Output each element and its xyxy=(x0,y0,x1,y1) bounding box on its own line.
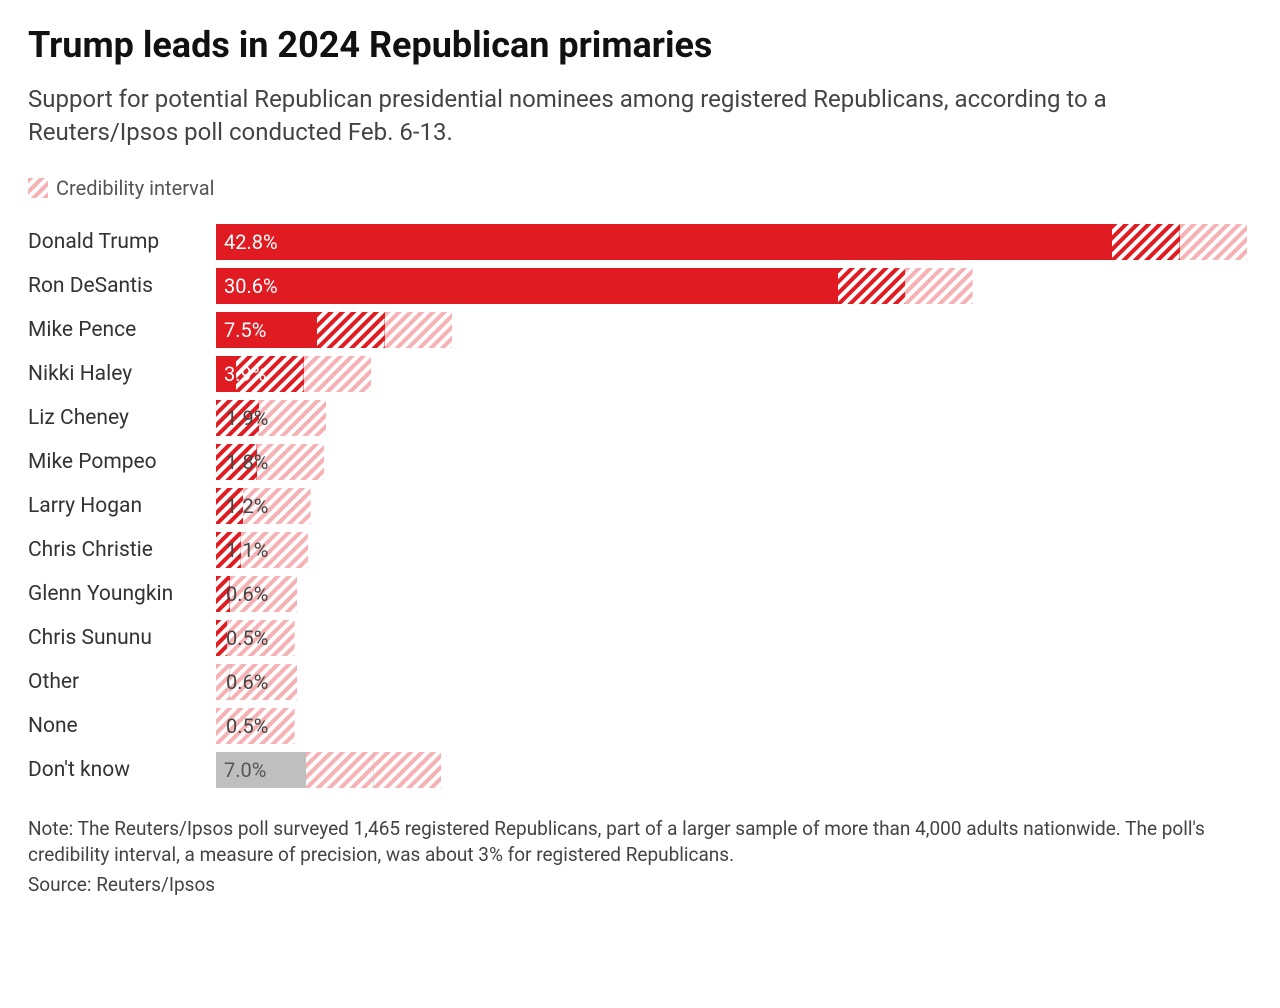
ci-upper-hatch xyxy=(227,708,295,744)
row-track: 3.9% xyxy=(216,356,1252,392)
ci-lower-hatch xyxy=(216,708,227,744)
chart-row: Other0.6% xyxy=(28,664,1252,700)
ci-upper-hatch xyxy=(227,620,295,656)
chart-row: Don't know7.0% xyxy=(28,752,1252,788)
ci-lower-hatch xyxy=(1112,224,1180,260)
ci-upper-hatch xyxy=(230,664,298,700)
bar-solid xyxy=(216,224,1180,260)
row-label: Chris Christie xyxy=(28,538,216,562)
row-label: Nikki Haley xyxy=(28,362,216,386)
ci-upper-hatch xyxy=(905,268,973,304)
row-label: Don't know xyxy=(28,758,216,782)
chart-title: Trump leads in 2024 Republican primaries xyxy=(28,24,1252,67)
ci-lower-hatch xyxy=(216,444,257,480)
ci-upper-hatch xyxy=(230,576,298,612)
row-track: 30.6% xyxy=(216,268,1252,304)
legend: Credibility interval xyxy=(28,176,1252,200)
bar-chart: Donald Trump42.8%Ron DeSantis30.6%Mike P… xyxy=(28,224,1252,788)
chart-row: Liz Cheney1.9% xyxy=(28,400,1252,436)
chart-source: Source: Reuters/Ipsos xyxy=(28,873,1252,896)
ci-lower-hatch xyxy=(216,576,230,612)
chart-row: Larry Hogan1.2% xyxy=(28,488,1252,524)
row-label: Liz Cheney xyxy=(28,406,216,430)
row-track: 0.6% xyxy=(216,664,1252,700)
row-track: 1.9% xyxy=(216,400,1252,436)
ci-upper-hatch xyxy=(259,400,327,436)
chart-row: Nikki Haley3.9% xyxy=(28,356,1252,392)
ci-upper-hatch xyxy=(241,532,309,568)
row-track: 0.5% xyxy=(216,620,1252,656)
row-label: None xyxy=(28,714,216,738)
ci-lower-hatch xyxy=(216,664,230,700)
ci-lower-hatch xyxy=(317,312,385,348)
chart-row: Glenn Youngkin0.6% xyxy=(28,576,1252,612)
row-track: 1.2% xyxy=(216,488,1252,524)
legend-label: Credibility interval xyxy=(56,176,214,200)
ci-upper-hatch xyxy=(374,752,442,788)
chart-row: Donald Trump42.8% xyxy=(28,224,1252,260)
chart-note: Note: The Reuters/Ipsos poll surveyed 1,… xyxy=(28,816,1252,867)
ci-lower-hatch xyxy=(306,752,374,788)
ci-lower-hatch xyxy=(838,268,906,304)
row-label: Larry Hogan xyxy=(28,494,216,518)
row-track: 42.8% xyxy=(216,224,1252,260)
ci-lower-hatch xyxy=(216,400,259,436)
chart-row: Chris Christie1.1% xyxy=(28,532,1252,568)
legend-swatch-icon xyxy=(28,178,48,198)
row-track: 0.6% xyxy=(216,576,1252,612)
chart-row: Mike Pompeo1.8% xyxy=(28,444,1252,480)
row-label: Donald Trump xyxy=(28,230,216,254)
row-track: 1.1% xyxy=(216,532,1252,568)
chart-row: Mike Pence7.5% xyxy=(28,312,1252,348)
row-track: 7.5% xyxy=(216,312,1252,348)
row-track: 0.5% xyxy=(216,708,1252,744)
ci-upper-hatch xyxy=(257,444,325,480)
chart-row: Ron DeSantis30.6% xyxy=(28,268,1252,304)
ci-lower-hatch xyxy=(236,356,304,392)
chart-row: Chris Sununu0.5% xyxy=(28,620,1252,656)
row-track: 1.8% xyxy=(216,444,1252,480)
ci-lower-hatch xyxy=(216,532,241,568)
ci-upper-hatch xyxy=(385,312,453,348)
ci-upper-hatch xyxy=(243,488,311,524)
ci-lower-hatch xyxy=(216,488,243,524)
chart-row: None0.5% xyxy=(28,708,1252,744)
row-label: Mike Pompeo xyxy=(28,450,216,474)
row-label: Glenn Youngkin xyxy=(28,582,216,606)
row-label: Other xyxy=(28,670,216,694)
row-label: Mike Pence xyxy=(28,318,216,342)
ci-upper-hatch xyxy=(1180,224,1248,260)
chart-subtitle: Support for potential Republican preside… xyxy=(28,83,1252,148)
row-label: Ron DeSantis xyxy=(28,274,216,298)
ci-lower-hatch xyxy=(216,620,227,656)
bar-solid xyxy=(216,268,905,304)
ci-upper-hatch xyxy=(304,356,372,392)
row-track: 7.0% xyxy=(216,752,1252,788)
row-label: Chris Sununu xyxy=(28,626,216,650)
